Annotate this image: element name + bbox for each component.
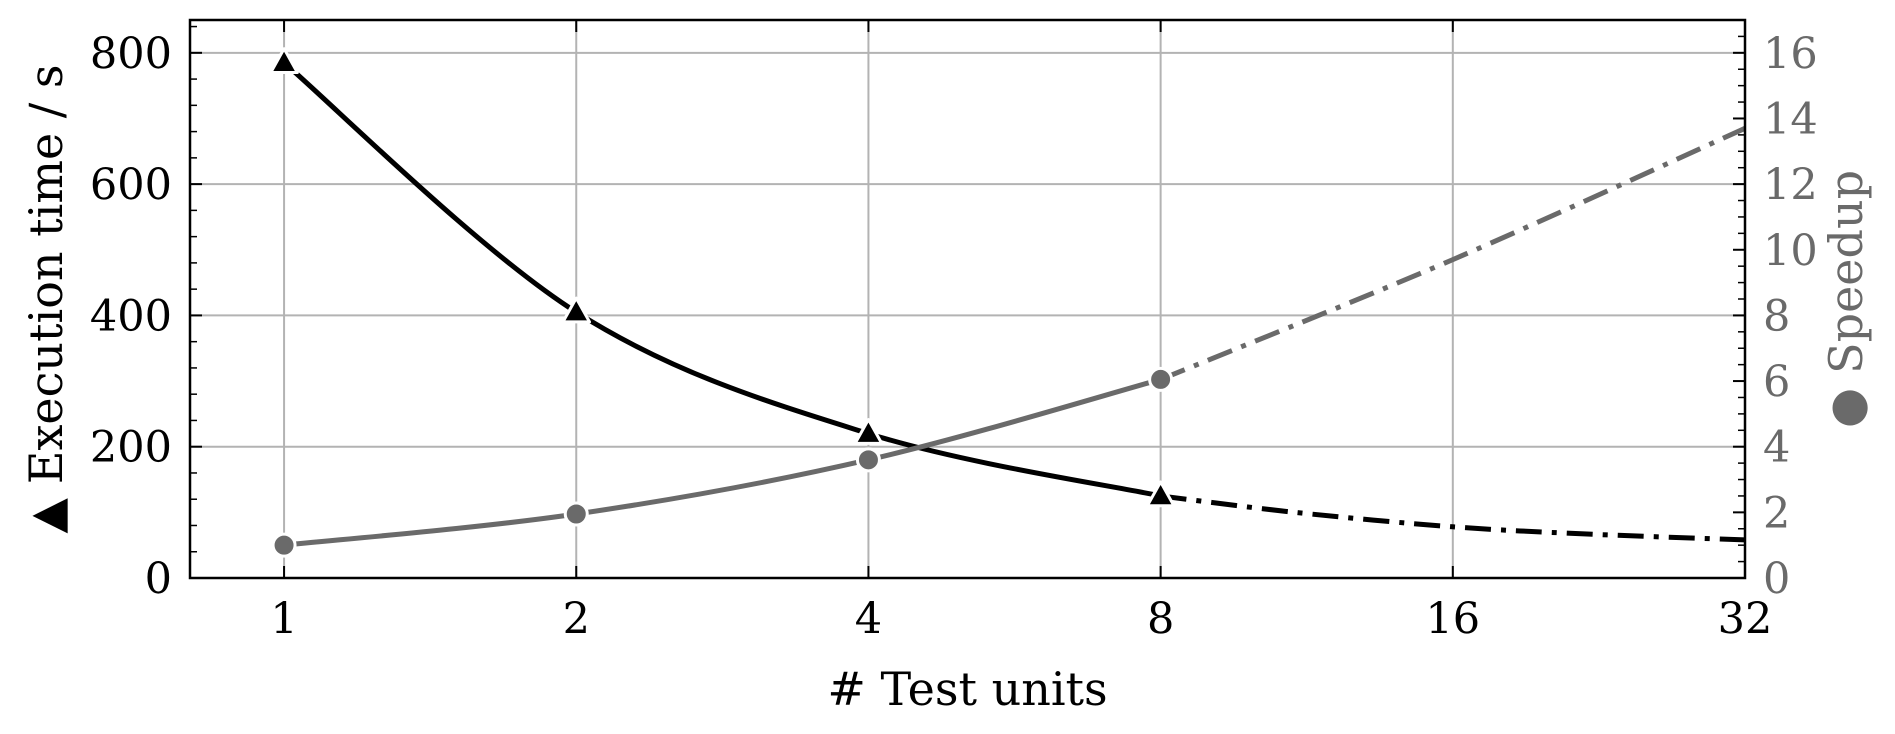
y-right-tick-label: 10 [1763, 226, 1818, 276]
circle-icon: ● [1819, 388, 1873, 428]
y-left-axis-title: ▲ Execution time / s [19, 64, 73, 533]
y-right-tick-label: 8 [1763, 291, 1790, 341]
x-tick-label: 16 [1425, 594, 1480, 644]
axis-ticks [190, 19, 1746, 579]
execution-time-point [853, 418, 884, 445]
y-right-tick-label: 16 [1763, 29, 1818, 79]
y-left-tick-label: 400 [90, 291, 172, 341]
y-right-tick-label: 14 [1763, 94, 1818, 144]
y-left-axis-label: Execution time / s [19, 64, 73, 484]
execution-time-line [281, 60, 1164, 499]
x-axis-title: # Test units [827, 662, 1107, 716]
execution-time-point [1145, 480, 1176, 508]
grid-lines [190, 20, 1746, 579]
x-tick-label: 2 [563, 594, 590, 644]
speedup-point [563, 501, 589, 527]
x-tick-label: 4 [855, 594, 882, 644]
y-left-tick-label: 600 [90, 160, 172, 210]
execution-time-point [269, 47, 299, 74]
series-markers [269, 47, 1176, 558]
plot-frame [188, 18, 1747, 580]
series-lines [281, 60, 1747, 548]
y-right-tick-label: 12 [1763, 160, 1818, 210]
y-left-tick-label: 200 [90, 423, 172, 473]
execution-time-point [561, 296, 592, 324]
speedup-line [281, 376, 1164, 548]
speedup-point [1148, 366, 1174, 392]
x-tick-label: 1 [270, 594, 297, 644]
speedup-point [855, 447, 881, 473]
y-left-tick-label: 0 [145, 554, 172, 604]
x-tick-label: 8 [1147, 594, 1174, 644]
y-right-tick-label: 4 [1763, 423, 1790, 473]
execution-time-extrapolated-line [1160, 493, 1746, 543]
x-tick-label: 32 [1718, 594, 1773, 644]
y-left-tick-label: 800 [90, 29, 172, 79]
y-right-tick-label: 2 [1763, 488, 1790, 538]
speedup-extrapolated-line [1159, 126, 1747, 382]
y-right-tick-label: 6 [1763, 357, 1790, 407]
y-right-tick-label: 0 [1763, 554, 1790, 604]
y-right-axis-title: ● Speedup [1819, 170, 1873, 428]
triangle-icon: ▲ [19, 498, 73, 534]
speedup-point [271, 532, 297, 558]
y-right-axis-label: Speedup [1819, 170, 1873, 374]
